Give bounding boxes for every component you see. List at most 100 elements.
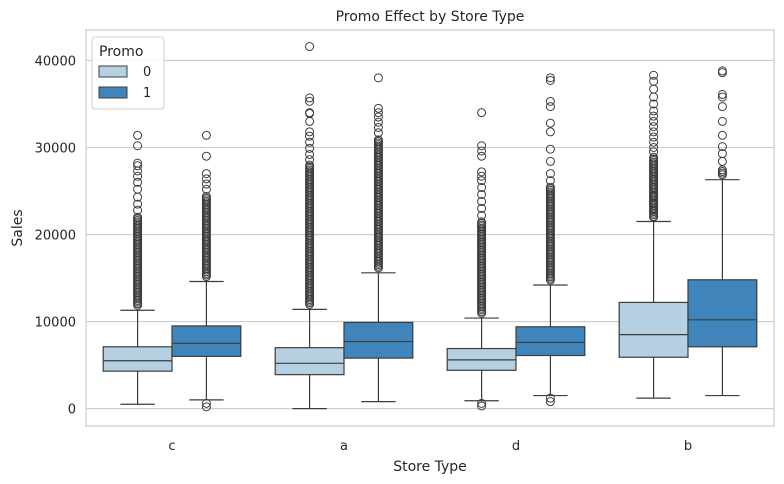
outlier-point bbox=[477, 203, 487, 213]
iqr-box bbox=[343, 321, 414, 359]
boxes-layer bbox=[102, 42, 758, 412]
outlier-point bbox=[133, 141, 143, 151]
x-tick-label-a: a bbox=[340, 439, 348, 454]
dense-outliers bbox=[717, 165, 727, 180]
outlier-point bbox=[477, 176, 487, 186]
y-tick-label-10000: 10000 bbox=[35, 316, 76, 331]
outlier-point bbox=[201, 169, 211, 179]
box-a-promo-1 bbox=[343, 73, 414, 403]
outlier-point bbox=[545, 118, 555, 128]
dense-outliers bbox=[545, 182, 555, 285]
box-a-promo-0 bbox=[274, 42, 345, 410]
outlier-point bbox=[649, 127, 659, 137]
legend-label-0: 0 bbox=[143, 65, 151, 80]
outlier-point bbox=[649, 147, 659, 157]
outlier-point bbox=[649, 152, 659, 162]
outlier-point bbox=[477, 183, 487, 193]
outlier-point bbox=[133, 199, 143, 209]
outlier-point bbox=[545, 102, 555, 112]
outlier-point bbox=[717, 102, 727, 112]
outlier-point bbox=[717, 68, 727, 78]
y-tick-label-0: 0 bbox=[68, 403, 76, 418]
iqr-box bbox=[687, 279, 758, 348]
outlier-point bbox=[201, 402, 211, 412]
box-c-promo-1 bbox=[171, 130, 242, 412]
outlier-point bbox=[649, 84, 659, 94]
iqr-box bbox=[171, 325, 242, 357]
outlier-point bbox=[717, 156, 727, 166]
y-axis: 0 10000 20000 30000 40000 bbox=[35, 54, 76, 417]
iqr-box bbox=[274, 347, 345, 376]
outlier-point bbox=[373, 122, 383, 132]
outlier-point bbox=[545, 397, 555, 407]
outlier-point bbox=[305, 160, 315, 170]
dense-outliers bbox=[373, 135, 383, 273]
outlier-point bbox=[133, 158, 143, 168]
outlier-point bbox=[373, 117, 383, 127]
outlier-point bbox=[545, 144, 555, 154]
outlier-point bbox=[305, 127, 315, 137]
legend-entry-1: 1 bbox=[98, 86, 151, 101]
outlier-point bbox=[201, 184, 211, 194]
plot-area-frame bbox=[85, 29, 775, 427]
outlier-point bbox=[649, 70, 659, 80]
x-axis-label: Store Type bbox=[393, 459, 467, 475]
outlier-point bbox=[649, 116, 659, 126]
outlier-point bbox=[477, 151, 487, 161]
legend-entry-0: 0 bbox=[98, 65, 151, 80]
outlier-point bbox=[649, 142, 659, 152]
outlier-point bbox=[477, 401, 487, 411]
outlier-point bbox=[201, 130, 211, 140]
outlier-point bbox=[477, 141, 487, 151]
outlier-point bbox=[649, 122, 659, 132]
outlier-point bbox=[305, 42, 315, 52]
legend-title: Promo bbox=[99, 44, 143, 60]
outlier-point bbox=[373, 108, 383, 118]
outlier-point bbox=[133, 177, 143, 187]
outlier-point bbox=[717, 149, 727, 159]
x-tick-label-d: d bbox=[512, 439, 520, 454]
y-tick-label-30000: 30000 bbox=[35, 141, 76, 156]
outlier-point bbox=[545, 156, 555, 166]
outlier-point bbox=[305, 149, 315, 159]
outlier-point bbox=[133, 212, 143, 222]
outlier-point bbox=[717, 130, 727, 140]
outlier-point bbox=[133, 205, 143, 215]
dense-outliers bbox=[133, 212, 143, 310]
box-d-promo-1 bbox=[515, 73, 586, 407]
outlier-point bbox=[545, 73, 555, 83]
chart-title: Promo Effect by Store Type bbox=[336, 9, 525, 25]
outlier-point bbox=[305, 93, 315, 103]
outlier-point bbox=[649, 191, 659, 201]
outlier-point bbox=[717, 116, 727, 126]
outlier-point bbox=[545, 75, 555, 85]
iqr-box bbox=[102, 346, 173, 372]
outlier-point bbox=[649, 198, 659, 208]
outlier-point bbox=[201, 174, 211, 184]
outlier-point bbox=[133, 161, 143, 171]
outlier-point bbox=[717, 92, 727, 102]
outlier-point bbox=[717, 66, 727, 76]
iqr-box bbox=[515, 326, 586, 357]
outlier-point bbox=[477, 146, 487, 156]
outlier-point bbox=[201, 179, 211, 189]
outlier-point bbox=[649, 137, 659, 147]
outlier-point bbox=[649, 111, 659, 121]
outlier-point bbox=[133, 184, 143, 194]
dense-outliers bbox=[649, 152, 659, 221]
outlier-point bbox=[305, 116, 315, 126]
outlier-point bbox=[649, 76, 659, 86]
iqr-box bbox=[618, 301, 689, 358]
outlier-point bbox=[545, 127, 555, 137]
x-tick-label-c: c bbox=[168, 439, 175, 454]
outlier-point bbox=[133, 171, 143, 181]
outlier-point bbox=[717, 89, 727, 99]
outlier-point bbox=[649, 99, 659, 109]
outlier-point bbox=[305, 96, 315, 106]
legend-swatch-1 bbox=[98, 86, 128, 99]
dense-outliers bbox=[201, 192, 211, 282]
box-c-promo-0 bbox=[102, 130, 173, 405]
box-b-promo-1 bbox=[687, 66, 758, 397]
